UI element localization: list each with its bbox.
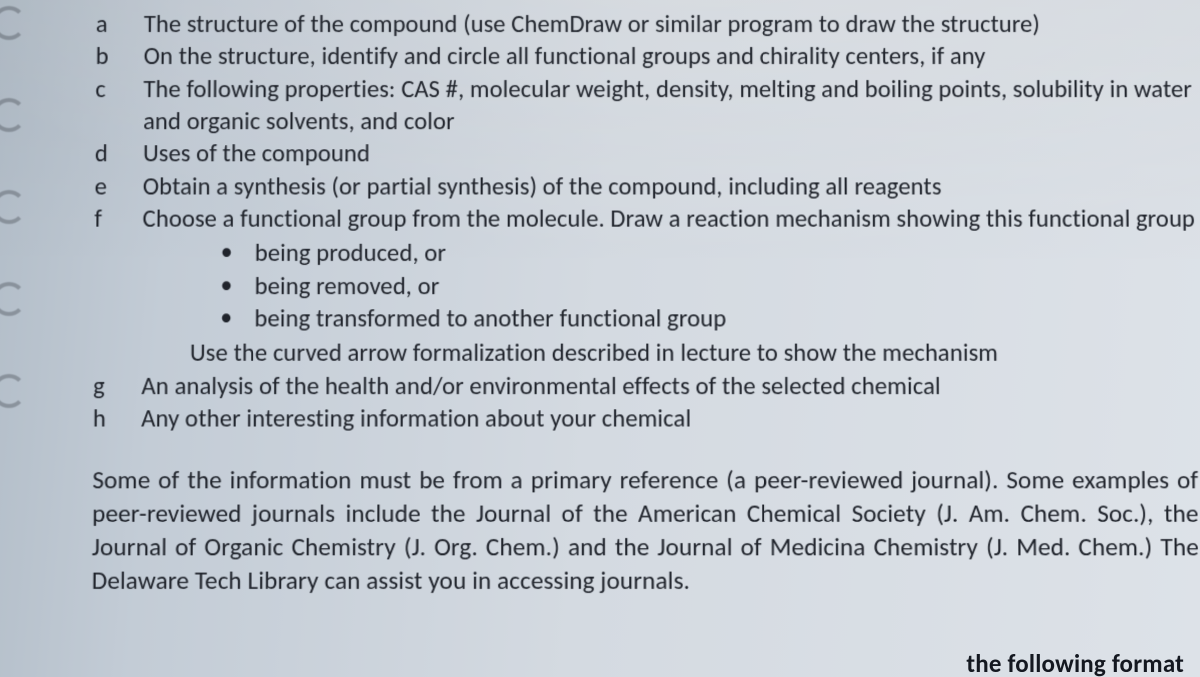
list-marker: a [96, 8, 128, 40]
list-text: On the structure, identify and circle al… [144, 41, 986, 71]
list-item-b: b On the structure, identify and circle … [96, 40, 1195, 72]
list-text: The following properties: CAS #, molecul… [143, 74, 1192, 136]
list-item-a: a The structure of the compound (use Che… [96, 8, 1195, 40]
list-text: An analysis of the health and/or environ… [141, 370, 940, 400]
page: a The structure of the compound (use Che… [0, 0, 1200, 677]
list-item-f: f Choose a functional group from the mol… [93, 202, 1197, 369]
bullet-item: being transformed to another functional … [220, 302, 1197, 335]
bullet-text: being produced, or [255, 238, 446, 268]
list-item-d: d Uses of the compound [95, 138, 1196, 170]
list-marker: h [93, 402, 125, 435]
bullet-item: being produced, or [221, 237, 1197, 270]
bullet-list: being produced, or being removed, or bei… [142, 237, 1197, 335]
list-item-c: c The following properties: CAS #, molec… [95, 73, 1195, 138]
list-marker: d [95, 138, 127, 170]
list-marker: c [95, 73, 127, 105]
paragraph: Some of the information must be from a p… [92, 463, 1200, 597]
list-item-h: h Any other interesting information abou… [93, 402, 1198, 435]
list-item-g: g An analysis of the health and/or envir… [93, 369, 1197, 402]
list-text: Obtain a synthesis (or partial synthesis… [143, 171, 942, 201]
cutoff-text: the following format [966, 648, 1184, 677]
bullet-text: being removed, or [254, 271, 439, 301]
list-item-e: e Obtain a synthesis (or partial synthes… [95, 170, 1196, 202]
bullet-text: being transformed to another functional … [254, 303, 726, 333]
list-marker: f [94, 202, 126, 235]
list-text: Choose a functional group from the molec… [142, 203, 1195, 233]
list-marker: b [96, 40, 128, 72]
list-tail: Use the curved arrow formalization descr… [142, 337, 1198, 370]
list-marker: g [93, 369, 125, 402]
list-text: Uses of the compound [143, 139, 370, 169]
list-text: Any other interesting information about … [141, 403, 691, 433]
list-text: The structure of the compound (use ChemD… [144, 9, 1040, 39]
list-marker: e [95, 170, 127, 202]
document-body: a The structure of the compound (use Che… [0, 8, 1200, 597]
bullet-item: being removed, or [220, 270, 1196, 303]
lettered-list: a The structure of the compound (use Che… [93, 8, 1198, 435]
